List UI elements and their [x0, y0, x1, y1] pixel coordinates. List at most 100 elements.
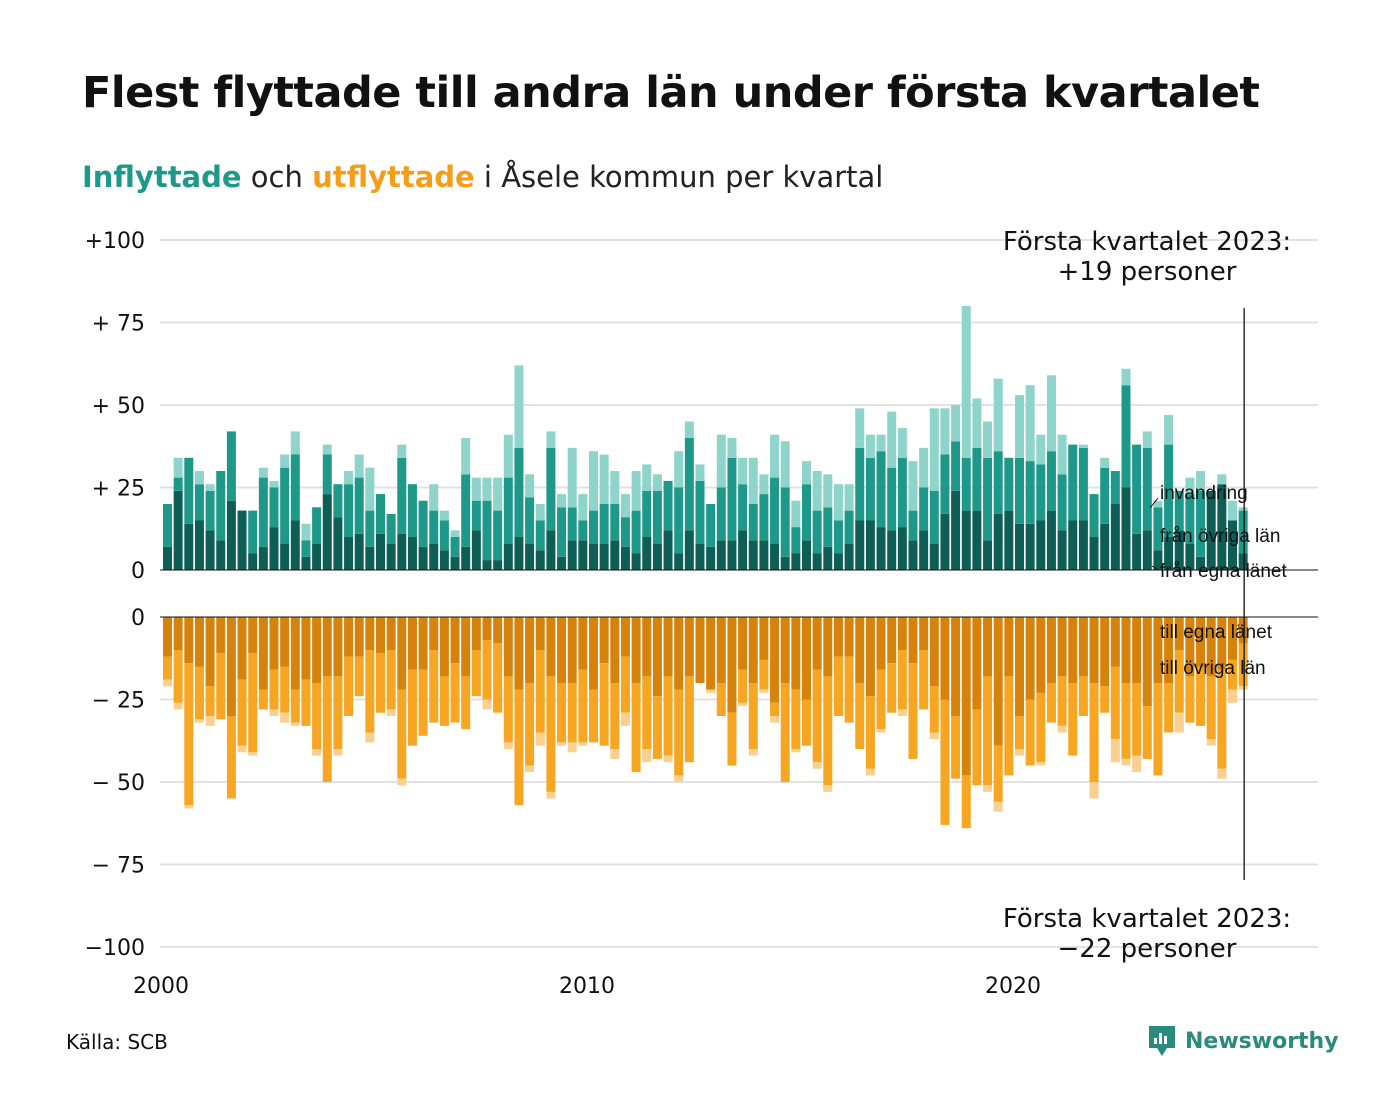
outflow-bar-segment: [280, 666, 290, 713]
inflow-bar-segment: [738, 457, 748, 485]
inflow-bar-segment: [567, 507, 577, 541]
outflow-bar-segment: [1089, 617, 1099, 683]
outflow-bar-segment: [833, 617, 843, 657]
outflow-bar-segment: [748, 749, 758, 756]
inflow-bar-segment: [620, 494, 630, 518]
inflow-bar-segment: [865, 457, 875, 521]
inflow-bar-segment: [865, 434, 875, 458]
inflow-bar-segment: [589, 510, 598, 544]
inflow-bar-segment: [1238, 507, 1248, 511]
inflow-bar-segment: [674, 451, 684, 488]
inflow-bar-segment: [1153, 507, 1163, 551]
outflow-bar-segment: [1238, 686, 1248, 690]
inflow-bar-segment: [812, 553, 822, 570]
inflow-bar-segment: [695, 543, 705, 570]
bottom-y-tick-label: 0: [131, 606, 145, 631]
outflow-bar-segment: [738, 669, 748, 703]
outflow-bar-segment: [407, 617, 417, 670]
inflow-bar-segment: [961, 510, 971, 570]
outflow-bar-segment: [897, 650, 907, 710]
label-leader-line: [1151, 565, 1159, 571]
label-leader-line: [1149, 497, 1159, 509]
outflow-bar-segment: [194, 617, 204, 667]
subtitle-connector: och: [241, 160, 313, 194]
outflow-bar-segment: [716, 617, 726, 683]
outflow-bar-segment: [322, 676, 332, 782]
outflow-bar-segment: [1238, 617, 1248, 644]
inflow-bar-segment: [652, 474, 662, 491]
inflow-bar-segment: [684, 530, 694, 570]
inflow-bar-segment: [951, 490, 961, 570]
inflow-bar-segment: [791, 527, 801, 554]
outflow-bar-segment: [823, 785, 833, 792]
inflow-bar-segment: [1004, 457, 1014, 511]
inflow-bar-segment: [1025, 523, 1035, 570]
outflow-bar-segment: [1078, 676, 1088, 716]
inflow-bar-segment: [876, 434, 886, 452]
inflow-bar-segment: [173, 457, 183, 478]
inflow-bar-segment: [642, 537, 652, 570]
outflow-bar-segment: [940, 617, 950, 700]
outflow-bar-segment: [1089, 782, 1099, 799]
inflow-bar-segment: [1174, 490, 1184, 531]
inflow-bar-segment: [610, 504, 620, 541]
outflow-bar-segment: [652, 696, 662, 759]
inflow-bar-segment: [759, 494, 769, 541]
inflow-bar-segment: [258, 467, 268, 478]
outflow-bar-segment: [674, 775, 684, 782]
inflow-bar-segment: [525, 497, 535, 544]
inflow-bar-segment: [290, 520, 300, 570]
outflow-bar-segment: [1046, 617, 1056, 683]
inflow-bar-segment: [663, 480, 673, 531]
inflow-bar-segment: [557, 494, 567, 508]
inflow-bar-segment: [407, 484, 417, 537]
inflow-bar-segment: [1153, 500, 1163, 508]
bottom-y-tick-label: − 50: [92, 771, 145, 796]
outflow-bar-segment: [1132, 683, 1142, 756]
outflow-bar-segment: [1206, 617, 1216, 677]
inflow-bar-segment: [706, 546, 716, 570]
x-tick-label: 2020: [985, 974, 1041, 999]
inflow-bar-segment: [972, 510, 982, 570]
outflow-bar-segment: [450, 617, 460, 664]
outflow-bar-segment: [951, 716, 961, 779]
outflow-bar-segment: [1217, 669, 1227, 769]
outflow-bar-segment: [1174, 617, 1184, 650]
subtitle-outflow-word: utflyttade: [312, 160, 475, 194]
inflow-bar-segment: [269, 487, 279, 528]
inflow-bar-segment: [1153, 550, 1163, 570]
inflow-bar-segment: [1025, 385, 1035, 462]
inflow-bar-segment: [1185, 477, 1195, 495]
inflow-bar-segment: [1164, 444, 1174, 537]
inflow-bar-segment: [248, 553, 258, 570]
inflow-bar-segment: [844, 543, 854, 570]
inflow-bar-segment: [1164, 537, 1174, 570]
outflow-bar-segment: [1228, 689, 1237, 703]
outflow-bar-segment: [365, 617, 375, 650]
outflow-bar-segment: [706, 689, 716, 693]
inflow-bar-segment: [333, 484, 343, 518]
outflow-bar-segment: [471, 650, 481, 697]
inflow-bar-segment: [514, 537, 524, 570]
inflow-bar-segment: [844, 484, 854, 511]
outflow-bar-segment: [386, 650, 396, 710]
inflow-bar-segment: [258, 477, 268, 547]
inflow-bar-segment: [1046, 451, 1056, 511]
inflow-bar-segment: [1015, 457, 1024, 524]
outflow-bar-segment: [163, 617, 172, 657]
inflow-bar-segment: [620, 517, 630, 547]
outflow-bar-segment: [823, 617, 833, 677]
outflow-bar-segment: [993, 617, 1003, 746]
outflow-bar-segment: [546, 676, 556, 792]
outflow-bar-segment: [663, 617, 673, 677]
inflow-bar-segment: [748, 457, 758, 504]
outflow-bar-segment: [642, 676, 652, 749]
inflow-bar-segment: [439, 520, 449, 551]
outflow-bar-segment: [1078, 617, 1088, 677]
outflow-bar-segment: [1068, 617, 1078, 683]
outflow-bars: [163, 617, 1248, 829]
outflow-bar-segment: [865, 696, 875, 769]
outflow-bar-segment: [258, 689, 268, 710]
x-tick-label: 2010: [559, 974, 615, 999]
